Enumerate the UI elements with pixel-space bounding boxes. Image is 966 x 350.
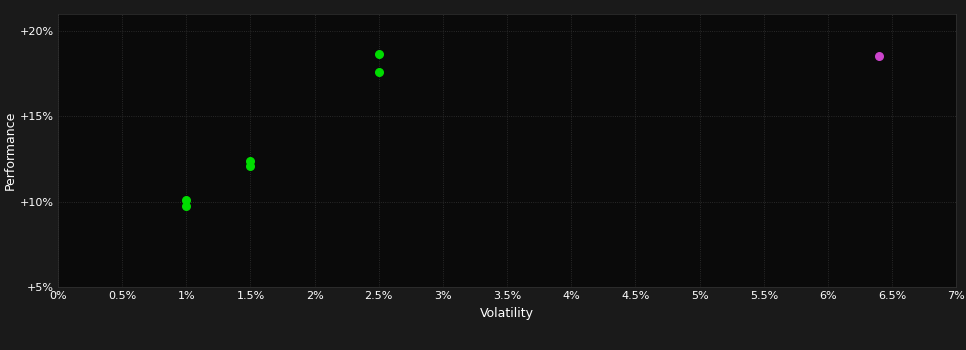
- Point: [242, 158, 258, 163]
- Point: [179, 203, 194, 209]
- Point: [371, 51, 386, 57]
- Point: [179, 197, 194, 203]
- X-axis label: Volatility: Volatility: [480, 307, 534, 320]
- Y-axis label: Performance: Performance: [4, 111, 16, 190]
- Point: [371, 69, 386, 75]
- Point: [242, 163, 258, 169]
- Point: [871, 53, 887, 58]
